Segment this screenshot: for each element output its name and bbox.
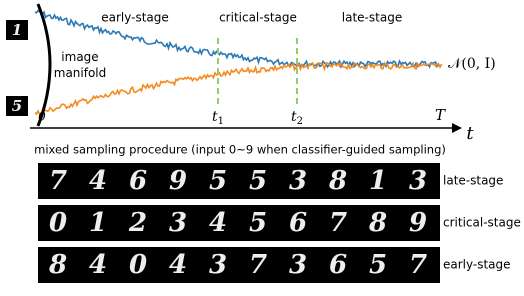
digit: 3 — [209, 250, 227, 280]
row-label: critical-stage — [443, 216, 521, 230]
digit: 4 — [169, 250, 187, 280]
digit: 2 — [128, 208, 147, 238]
digit: 7 — [409, 250, 427, 280]
distribution-label: 𝒩(0, I) — [448, 56, 496, 72]
digit: 0 — [129, 250, 147, 280]
digit: 8 — [368, 208, 387, 238]
digit: 4 — [209, 208, 227, 238]
digit: 7 — [249, 250, 267, 280]
axis-end: T — [435, 106, 446, 124]
digit: 6 — [129, 166, 147, 196]
digit: 9 — [409, 208, 427, 238]
digit: 3 — [409, 166, 427, 196]
digit: 5 — [249, 208, 267, 238]
manifold-label: image manifold — [54, 50, 107, 80]
row-label: early-stage — [443, 258, 511, 272]
digit: 6 — [329, 250, 347, 280]
digit: 7 — [329, 208, 347, 238]
digit: 1 — [12, 21, 22, 39]
digit: 5 — [249, 166, 267, 196]
digit: 3 — [289, 250, 307, 280]
digit: 8 — [328, 166, 347, 196]
sub: 2 — [297, 116, 303, 127]
digit: 0 — [49, 208, 67, 238]
digit: 4 — [89, 250, 107, 280]
digit: 7 — [49, 166, 67, 196]
digit: 3 — [169, 208, 187, 238]
manifold-line: manifold — [54, 66, 107, 80]
axis-t2: t2 — [291, 109, 303, 127]
digit: 3 — [289, 166, 307, 196]
digit: 8 — [48, 250, 67, 280]
digit: 1 — [369, 166, 387, 196]
digit: 5 — [12, 97, 22, 115]
digit: 6 — [289, 208, 307, 238]
digit: 4 — [89, 166, 107, 196]
digit: 1 — [89, 208, 107, 238]
axis-origin: 0 — [38, 110, 46, 124]
digit: 9 — [169, 166, 187, 196]
manifold-bracket — [38, 4, 50, 126]
row-label: late-stage — [443, 174, 503, 188]
digit: 5 — [369, 250, 387, 280]
diagram: 1 5 early-stage critical-stage late-stag… — [0, 0, 524, 292]
stage-label: late-stage — [342, 11, 402, 25]
stage-label: early-stage — [101, 11, 169, 25]
digit: 5 — [209, 166, 227, 196]
axis-variable: t — [466, 123, 474, 144]
axis-t1: t1 — [212, 109, 224, 127]
caption: mixed sampling procedure (input 0~9 when… — [34, 143, 446, 157]
manifold-line: image — [61, 50, 98, 64]
axis-arrow — [452, 123, 462, 133]
sub: 1 — [218, 116, 224, 127]
stage-label: critical-stage — [219, 11, 297, 25]
